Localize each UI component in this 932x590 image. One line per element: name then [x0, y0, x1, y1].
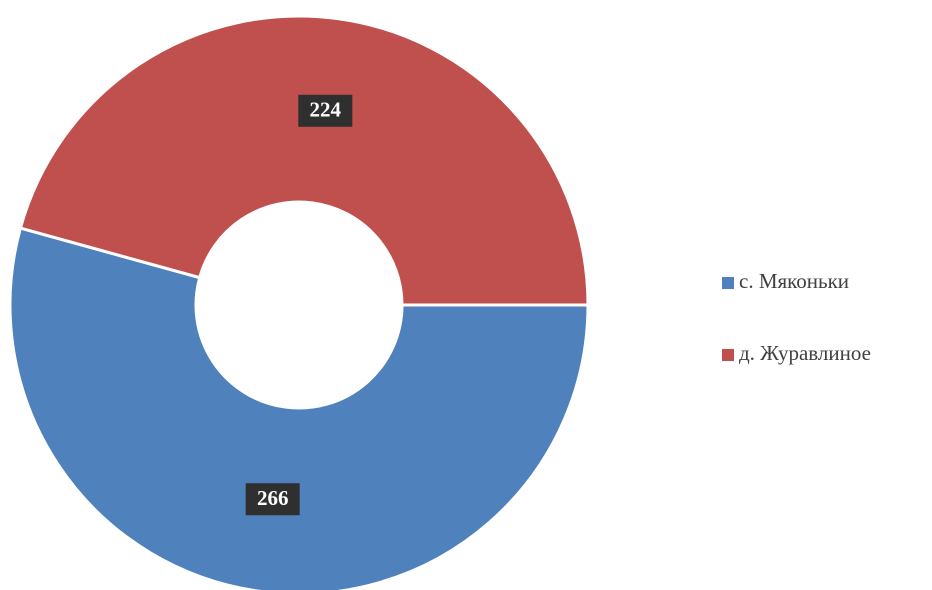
legend-text: д. Журавлиное: [739, 341, 871, 365]
value-label-box: [298, 94, 353, 127]
legend-text: с. Мяконьки: [739, 269, 849, 293]
value-label: 266: [257, 486, 289, 510]
donut-slice: [18, 14, 590, 307]
legend-swatch: [722, 349, 734, 361]
donut-slice: [8, 226, 590, 590]
value-label-box: [245, 483, 300, 516]
value-label: 224: [310, 98, 342, 122]
legend-swatch: [722, 277, 734, 289]
